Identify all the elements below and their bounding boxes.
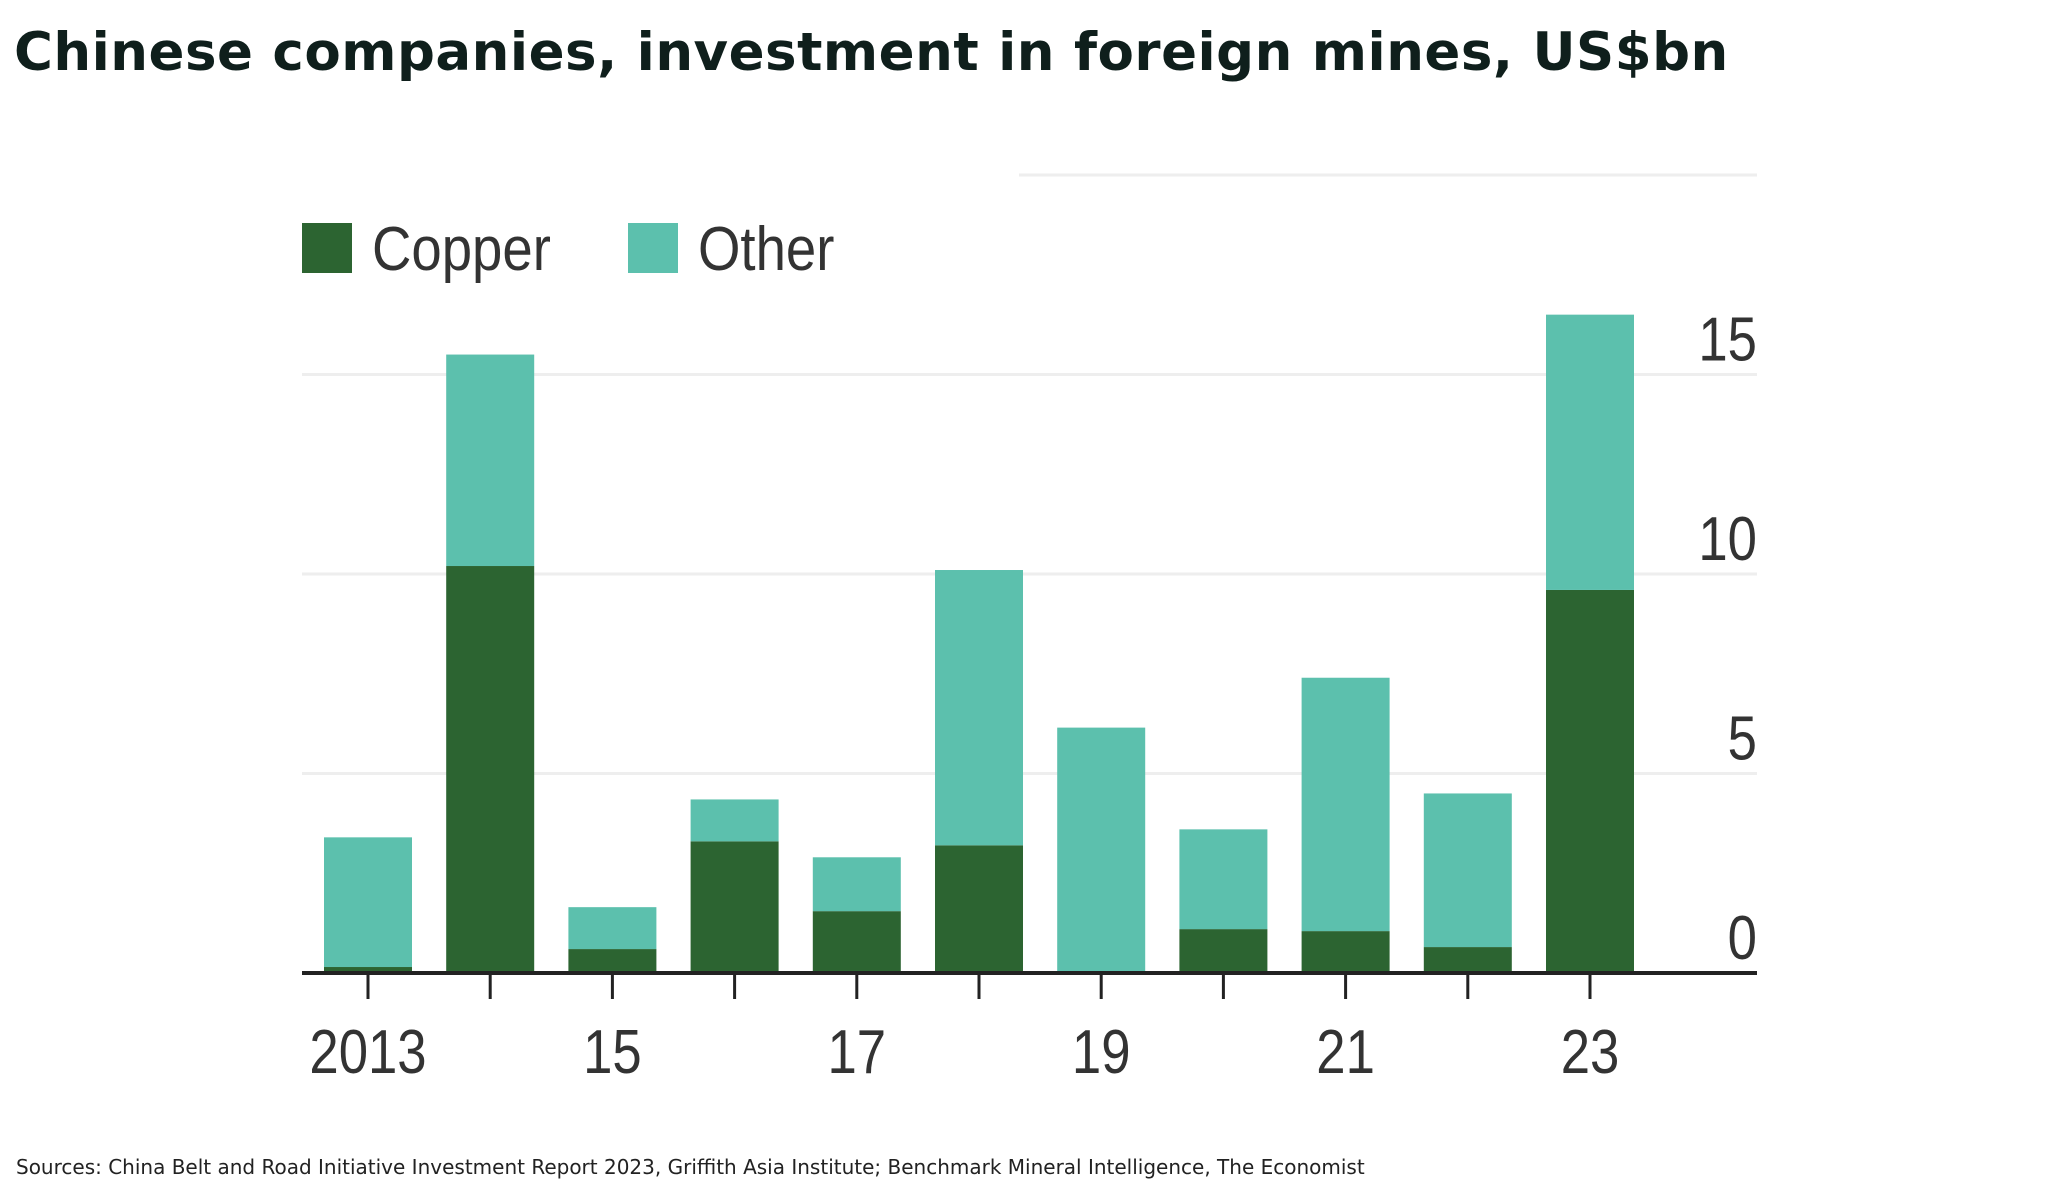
bar-copper-2015 bbox=[568, 949, 657, 973]
bar-other-2016 bbox=[690, 799, 779, 842]
bar-other-2015 bbox=[568, 907, 657, 950]
x-tick-label: 19 bbox=[1072, 1018, 1131, 1087]
x-tick-label: 21 bbox=[1316, 1018, 1375, 1087]
bar-copper-2018 bbox=[935, 845, 1023, 973]
bar-other-2019 bbox=[1057, 727, 1146, 972]
x-tick-label: 2013 bbox=[309, 1018, 426, 1087]
bar-other-2023 bbox=[1546, 314, 1634, 590]
y-tick-label: 0 bbox=[1728, 904, 1757, 973]
bar-copper-2020 bbox=[1179, 929, 1268, 973]
y-tick-label: 15 bbox=[1698, 306, 1757, 375]
bar-other-2013 bbox=[324, 837, 412, 968]
y-tick-label: 10 bbox=[1698, 505, 1757, 574]
bar-other-2021 bbox=[1301, 677, 1390, 932]
bar-other-2022 bbox=[1423, 793, 1512, 948]
legend-label-other: Other bbox=[698, 215, 834, 284]
bar-other-2014 bbox=[446, 354, 535, 567]
bar-copper-2021 bbox=[1301, 931, 1390, 973]
legend-swatch-copper bbox=[302, 223, 352, 273]
bar-other-2020 bbox=[1179, 829, 1268, 930]
source-note: Sources: China Belt and Road Initiative … bbox=[16, 1155, 1365, 1179]
legend-swatch-other bbox=[628, 223, 678, 273]
bar-copper-2016 bbox=[690, 841, 779, 973]
bar-copper-2014 bbox=[446, 566, 535, 973]
bar-copper-2017 bbox=[812, 911, 901, 973]
bar-copper-2013 bbox=[324, 967, 412, 973]
y-tick-label: 5 bbox=[1728, 705, 1757, 774]
bar-other-2018 bbox=[935, 570, 1023, 846]
bar-other-2017 bbox=[812, 857, 901, 912]
bar-copper-2022 bbox=[1423, 947, 1512, 973]
x-tick-label: 17 bbox=[827, 1018, 886, 1087]
legend-label-copper: Copper bbox=[372, 215, 551, 284]
x-tick-label: 23 bbox=[1561, 1018, 1620, 1087]
x-tick-label: 15 bbox=[583, 1018, 642, 1087]
bar-copper-2023 bbox=[1546, 589, 1634, 973]
chart-title: Chinese companies, investment in foreign… bbox=[14, 22, 1729, 83]
